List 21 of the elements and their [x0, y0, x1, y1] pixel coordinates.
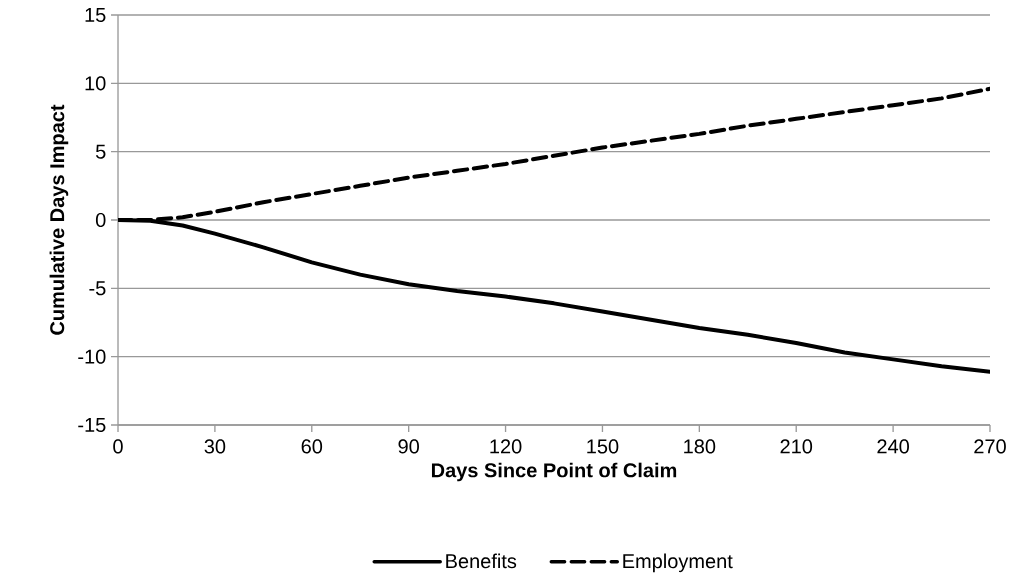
x-tick-label: 90 — [398, 439, 419, 454]
x-tick-label: 210 — [780, 439, 813, 454]
x-axis-title: Days Since Point of Claim — [431, 462, 677, 482]
x-tick-label: 60 — [301, 439, 323, 454]
x-tick-label: 120 — [490, 439, 522, 454]
x-tick-label: 150 — [587, 439, 619, 454]
x-tick-label: 30 — [204, 439, 226, 454]
x-tick-label: 0 — [113, 439, 123, 454]
y-tick-label: -10 — [78, 349, 106, 364]
y-axis-title: Cumulative Days Impact — [49, 104, 69, 335]
y-tick-label: 5 — [95, 144, 106, 159]
y-tick-label: -15 — [78, 418, 106, 432]
y-tick-label: -5 — [89, 281, 106, 296]
y-tick-label: 0 — [95, 212, 106, 228]
x-tick-label: 240 — [877, 439, 909, 454]
x-tick-label: 270 — [974, 439, 1006, 454]
y-tick-label: 15 — [85, 8, 106, 22]
y-tick-label: 10 — [85, 76, 106, 91]
x-tick-label: 180 — [684, 439, 716, 454]
legend-label: Employment — [623, 553, 733, 573]
legend-label: Benefits — [446, 553, 517, 569]
